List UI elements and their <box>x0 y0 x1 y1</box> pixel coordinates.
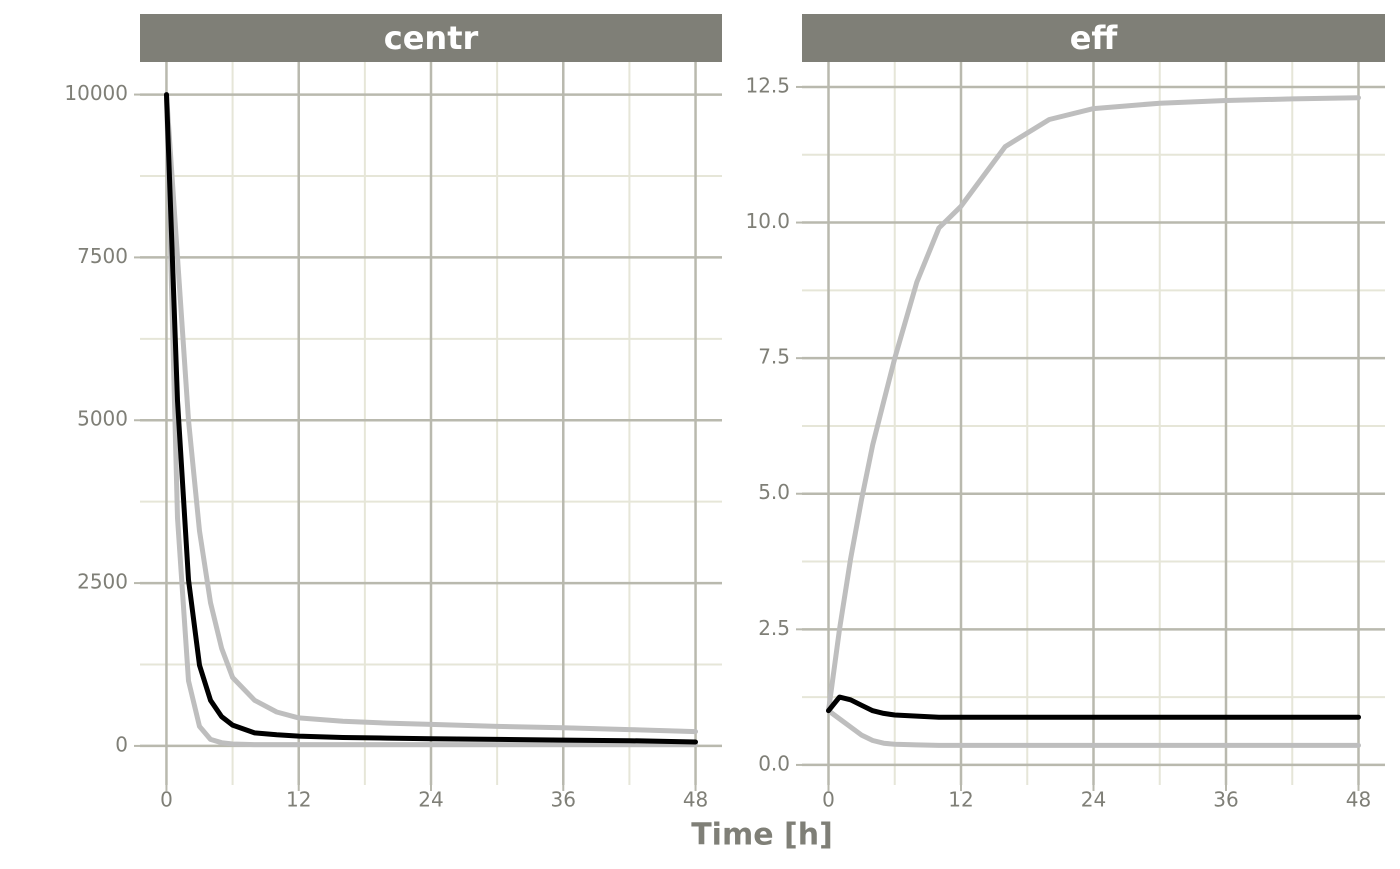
y-tick-label: 0.0 <box>758 751 790 775</box>
x-tick-label: 48 <box>1346 788 1371 812</box>
strip <box>802 14 1385 62</box>
x-tick-label: 12 <box>286 788 311 812</box>
x-axis-title: Time [h] <box>691 818 833 853</box>
y-tick-label: 5000 <box>77 407 128 431</box>
panel-title: eff <box>1070 19 1119 57</box>
series-line <box>164 92 698 748</box>
y-tick-label: 10000 <box>64 81 128 105</box>
series-line <box>826 95 1361 714</box>
x-tick-label: 24 <box>1081 788 1106 812</box>
y-tick-label: 7500 <box>77 244 128 268</box>
y-tick-label: 2500 <box>77 570 128 594</box>
y-tick-label: 12.5 <box>745 73 790 97</box>
y-tick-label: 0 <box>115 732 128 756</box>
panel-title: centr <box>384 19 479 57</box>
x-tick-label: 48 <box>683 788 708 812</box>
x-tick-label: 0 <box>160 788 173 812</box>
x-tick-label: 24 <box>418 788 443 812</box>
series-line <box>826 708 1361 748</box>
y-tick-label: 5.0 <box>758 480 790 504</box>
series-line <box>164 92 698 745</box>
y-tick-label: 10.0 <box>745 209 790 233</box>
y-tick-label: 7.5 <box>758 345 790 369</box>
series-line <box>164 92 698 735</box>
series-line <box>826 694 1361 720</box>
x-tick-label: 36 <box>1213 788 1238 812</box>
x-tick-label: 12 <box>948 788 973 812</box>
y-tick-label: 2.5 <box>758 616 790 640</box>
strip <box>140 14 722 62</box>
x-tick-label: 0 <box>822 788 835 812</box>
x-tick-label: 36 <box>551 788 576 812</box>
